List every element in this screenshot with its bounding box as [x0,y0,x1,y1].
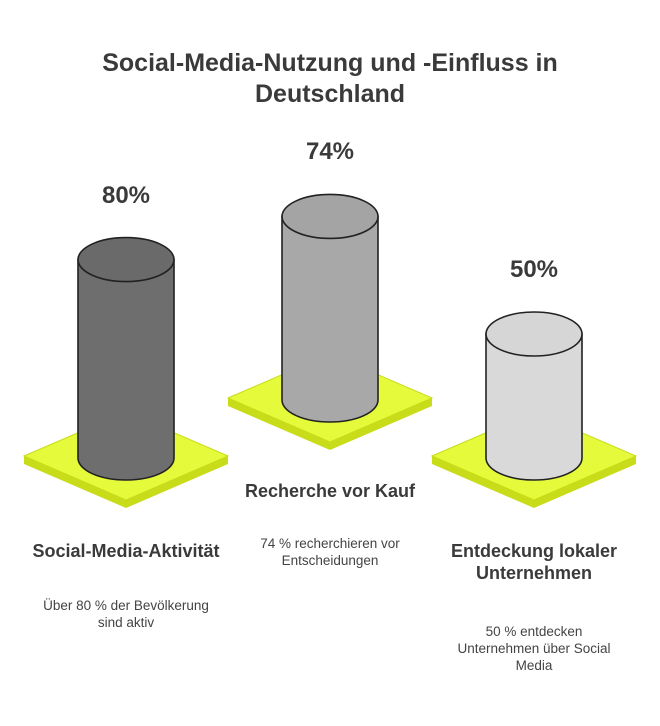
cylinder-1 [77,236,175,481]
cylinder-2 [281,193,379,423]
percent-label-3: 50% [509,256,559,283]
item-description-1: Über 80 % der Bevölkerung sind aktiv [43,598,209,630]
item-title-2: Recherche vor Kauf [244,481,416,501]
item-title-3: Entdeckung lokaler Unternehmen [450,541,618,583]
page-title: Social-Media-Nutzung und -Einfluss in De… [102,49,558,108]
item-title-1: Social-Media-Aktivität [32,541,220,561]
percent-label-1: 80% [101,182,151,209]
percent-label-2: 74% [305,138,355,165]
item-description-2: 74 % recherchieren vor Entscheidungen [260,536,400,568]
cylinder-3 [485,311,583,481]
item-description-3: 50 % entdecken Unternehmen über Social M… [457,624,611,673]
